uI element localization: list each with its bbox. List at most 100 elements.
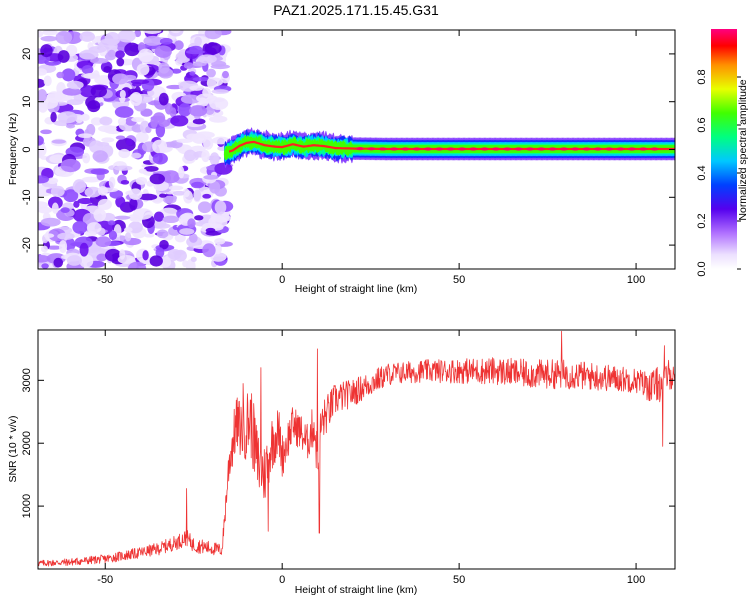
noise-blob <box>158 92 169 106</box>
noise-blob <box>72 179 86 194</box>
signal-peak-marker <box>639 147 648 151</box>
noise-blob <box>128 188 143 200</box>
noise-blob <box>135 131 149 143</box>
noise-blob <box>117 117 127 126</box>
noise-blob <box>114 106 134 118</box>
noise-blob <box>134 30 142 38</box>
noise-blob <box>155 247 165 258</box>
signal-peak-marker <box>401 147 410 151</box>
noise-blob <box>197 201 212 214</box>
colorbar: 0.0 0.2 0.4 0.6 0.8 Normalized spectral ampl… <box>696 29 749 277</box>
noise-blob <box>90 168 110 175</box>
noise-blob <box>97 198 112 210</box>
snr-x-axis: -50 0 50 100 <box>97 330 645 586</box>
noise-blob <box>162 215 180 224</box>
noise-blob <box>79 242 89 257</box>
noise-blob <box>114 215 131 220</box>
snr-x-tick-label: 100 <box>627 574 645 586</box>
noise-blob <box>88 46 107 54</box>
noise-blob <box>73 200 80 208</box>
noise-blob <box>89 140 104 154</box>
noise-blob <box>38 135 44 146</box>
signal-peak-marker <box>548 147 557 151</box>
noise-blob <box>79 254 94 268</box>
noise-blob <box>38 201 49 209</box>
noise-blob <box>124 42 141 57</box>
noise-blob <box>190 256 197 262</box>
noise-blob <box>72 220 88 234</box>
noise-blob <box>38 175 49 184</box>
signal-peak-marker <box>446 147 455 151</box>
noise-blob <box>175 52 187 63</box>
noise-blob <box>221 70 229 79</box>
signal-peak-marker <box>491 147 500 151</box>
signal-peak-marker <box>367 147 376 151</box>
colorbar-tick-label: 0.8 <box>696 69 708 84</box>
noise-blob <box>97 185 109 196</box>
noise-blob <box>145 126 152 134</box>
spectrogram-y-tick-label: 0 <box>21 146 33 152</box>
noise-blob <box>158 67 174 79</box>
colorbar-tick-label: 0.0 <box>696 261 708 276</box>
noise-blob <box>124 227 133 233</box>
signal-peak-marker <box>593 147 602 151</box>
signal-peak-marker <box>537 147 546 151</box>
colorbar-tick-label: 0.2 <box>696 213 708 228</box>
snr-x-label: Height of straight line (km) <box>295 584 418 596</box>
noise-blob <box>192 77 211 82</box>
noise-blob <box>53 257 64 268</box>
noise-blob <box>66 255 83 266</box>
snr-y-tick-label: 1000 <box>21 494 33 518</box>
noise-blob <box>211 89 229 94</box>
noise-blob <box>51 139 66 144</box>
noise-blob <box>187 218 196 229</box>
noise-blob <box>40 129 52 135</box>
signal-peak-marker <box>503 147 512 151</box>
noise-blob <box>171 68 182 74</box>
noise-blob <box>149 255 163 267</box>
noise-blob <box>74 236 93 249</box>
spectrogram-y-label: Frequency (Hz) <box>7 113 19 185</box>
signal-peak-marker <box>457 147 466 151</box>
figure-title: PAZ1.2025.171.15.45.G31 <box>273 2 439 18</box>
snr-series-line <box>38 330 675 567</box>
noise-blob <box>174 233 186 243</box>
noise-blob <box>131 152 142 159</box>
noise-blob <box>152 152 168 165</box>
noise-blob <box>116 57 125 67</box>
noise-blob <box>138 48 154 63</box>
signal-peak-marker <box>378 147 387 151</box>
noise-blob <box>90 57 109 64</box>
noise-blob <box>43 75 52 87</box>
noise-blob <box>50 111 57 123</box>
noise-blob <box>214 162 233 175</box>
noise-blob <box>214 244 222 255</box>
noise-blob <box>40 35 58 42</box>
snr-y-axis: 1000 2000 3000 <box>21 368 675 518</box>
noise-blob <box>132 208 153 220</box>
noise-blob <box>163 195 177 204</box>
noise-blob <box>182 260 189 268</box>
noise-blob <box>43 233 55 238</box>
snr-y-tick-label: 3000 <box>21 368 33 392</box>
noise-blob <box>172 250 186 255</box>
noise-blob <box>38 184 47 197</box>
noise-blob <box>183 190 194 204</box>
noise-blob <box>205 227 216 233</box>
signal-peak-marker <box>627 147 636 151</box>
noise-blob <box>209 180 221 194</box>
noise-blob <box>131 81 142 87</box>
noise-blob <box>40 44 53 58</box>
noise-blob <box>81 64 94 75</box>
noise-blob <box>159 239 169 250</box>
noise-blob <box>208 115 228 123</box>
noise-blob <box>172 190 186 196</box>
noise-blob <box>210 252 227 262</box>
spectrogram-y-axis: -20 -10 0 10 20 <box>21 48 675 253</box>
noise-blob <box>205 106 215 115</box>
noise-blob <box>170 30 181 34</box>
noise-blob <box>208 215 228 229</box>
noise-blob <box>191 181 204 189</box>
signal-peak-marker <box>469 147 478 151</box>
noise-blob <box>124 232 132 242</box>
